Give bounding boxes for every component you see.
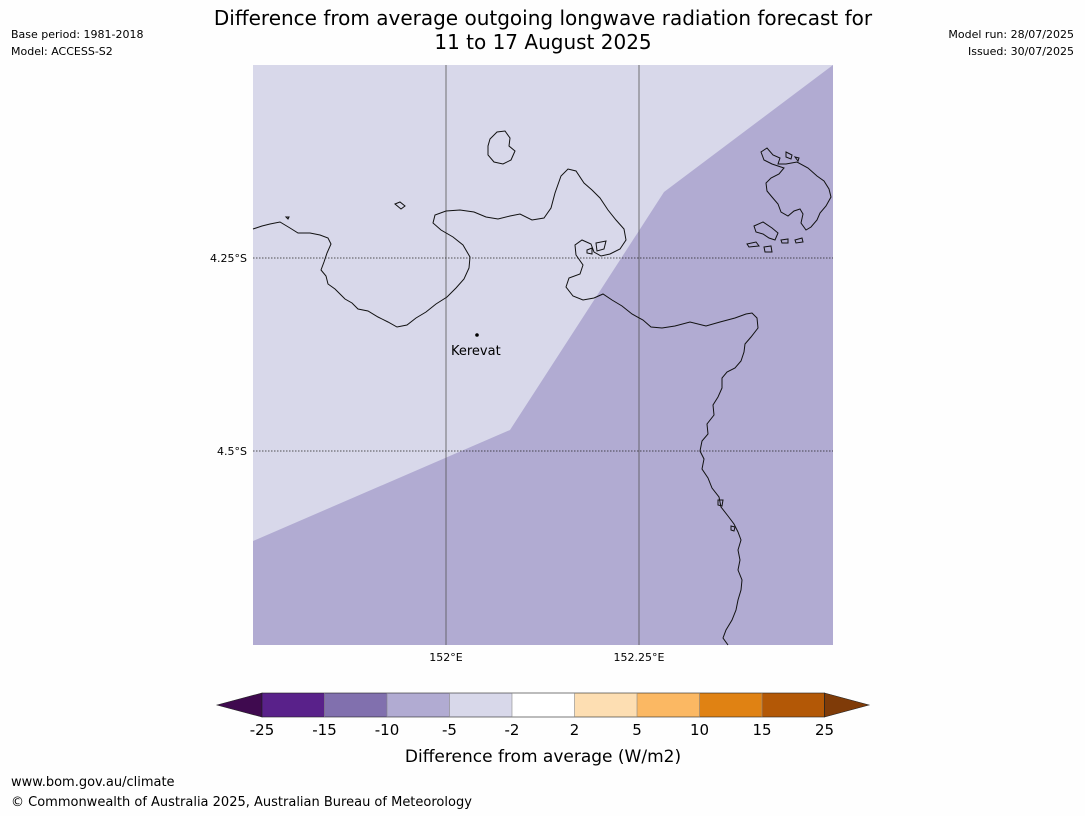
footer-url: www.bom.gov.au/climate xyxy=(11,775,175,790)
anomaly-region-medium xyxy=(253,65,833,645)
island-north xyxy=(487,130,516,165)
title-line-1: Difference from average outgoing longwav… xyxy=(213,6,873,30)
colorbar-tick-label: -15 xyxy=(312,721,337,739)
colorbar-tick-label: 25 xyxy=(815,721,834,739)
colorbar-tick-label: 2 xyxy=(570,721,580,739)
lon-label-152: 152°E xyxy=(429,651,462,664)
islet-east-5 xyxy=(785,151,793,160)
islet-small xyxy=(394,201,406,210)
colorbar-dividers xyxy=(324,693,763,717)
lat-label-4-5: 4.5°S xyxy=(217,445,247,458)
islet-east-1 xyxy=(746,241,760,248)
colorbar-tick-label: 10 xyxy=(690,721,709,739)
lon-label-152-25: 152.25°E xyxy=(614,651,665,664)
islet-coast-1 xyxy=(717,499,724,507)
footer-copyright: © Commonwealth of Australia 2025, Austra… xyxy=(11,795,472,810)
title-line-2: 11 to 17 August 2025 xyxy=(434,30,652,54)
base-period-text: Base period: 1981-2018 xyxy=(11,28,144,41)
colorbar-tick-label: 15 xyxy=(752,721,771,739)
map-title: Difference from average outgoing longwav… xyxy=(150,6,936,54)
colorbar-tick-label: -10 xyxy=(375,721,400,739)
model-text: Model: ACCESS-S2 xyxy=(11,45,113,58)
colorbar-bin-3 xyxy=(387,693,450,717)
colorbar: -25 -15 -10 -5 -2 2 5 10 15 25 Differenc… xyxy=(215,692,871,767)
metadata-left: Base period: 1981-2018 Model: ACCESS-S2 xyxy=(11,26,143,60)
colorbar-bin-5 xyxy=(512,693,575,717)
colorbar-tick-label: -2 xyxy=(505,721,520,739)
islet-east-6 xyxy=(793,156,800,163)
lat-label-4-25: 4.25°S xyxy=(210,252,247,265)
colorbar-bin-2 xyxy=(324,693,387,717)
colorbar-tick-label: -5 xyxy=(442,721,457,739)
islet-east-3 xyxy=(780,238,789,244)
islet-dot-west xyxy=(284,216,290,220)
coastline-small-hook xyxy=(586,247,593,255)
islet-coast-2 xyxy=(730,525,736,532)
metadata-right: Model run: 28/07/2025 Issued: 30/07/2025 xyxy=(948,26,1074,60)
islet-east-4 xyxy=(794,237,804,244)
colorbar-extend-low xyxy=(215,692,263,718)
colorbar-tick-label: -25 xyxy=(250,721,275,739)
colorbar-extend-high xyxy=(824,692,871,718)
coastlines xyxy=(252,130,832,646)
island-cluster-east xyxy=(760,147,832,231)
colorbar-bin-7 xyxy=(637,693,700,717)
colorbar-bin-6 xyxy=(574,693,637,717)
colorbar-bin-1 xyxy=(262,693,325,717)
colorbar-title: Difference from average (W/m2) xyxy=(405,747,681,767)
island-cluster-south xyxy=(753,221,779,241)
colorbar-bin-8 xyxy=(699,693,762,717)
colorbar-outline xyxy=(261,692,825,718)
coastline-inner-bay xyxy=(595,240,607,252)
model-run-text: Model run: 28/07/2025 xyxy=(948,28,1074,41)
town-marker xyxy=(475,333,479,337)
issued-text: Issued: 30/07/2025 xyxy=(967,45,1074,58)
colorbar-tick-label: 5 xyxy=(632,721,642,739)
colorbar-bin-9 xyxy=(762,693,825,717)
colorbar-bin-4 xyxy=(449,693,512,717)
town-label: Kerevat xyxy=(451,344,501,359)
islet-east-2 xyxy=(763,245,773,253)
